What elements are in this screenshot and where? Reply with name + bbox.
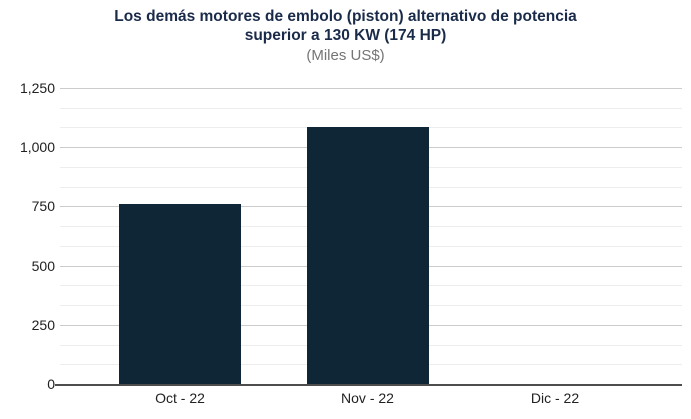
chart-title-line-2: superior a 130 KW (174 HP) [244, 27, 447, 44]
y-tick-label: 1,250 [19, 80, 55, 96]
plot-area [60, 88, 682, 384]
x-tick-label: Oct - 22 [155, 390, 205, 406]
chart-title: Los demás motores de embolo (piston) alt… [0, 7, 691, 45]
y-tick-label: 0 [47, 376, 55, 392]
chart-subtitle: (Miles US$) [306, 47, 385, 64]
x-tick-label: Nov - 22 [341, 390, 394, 406]
y-tick-label: 1,000 [19, 139, 55, 156]
major-gridline [60, 88, 682, 89]
y-tick-label: 750 [31, 198, 55, 215]
y-tick-label: 500 [31, 257, 55, 274]
x-axis-line [55, 384, 682, 386]
bar-nov-22[interactable] [306, 127, 429, 384]
x-tick-label: Dic - 22 [530, 390, 580, 406]
y-tick-label: 250 [31, 316, 55, 333]
bar-oct-22[interactable] [119, 204, 241, 384]
chart-title-line-1: Los demás motores de embolo (piston) alt… [114, 8, 577, 25]
minor-gridline [60, 107, 682, 109]
